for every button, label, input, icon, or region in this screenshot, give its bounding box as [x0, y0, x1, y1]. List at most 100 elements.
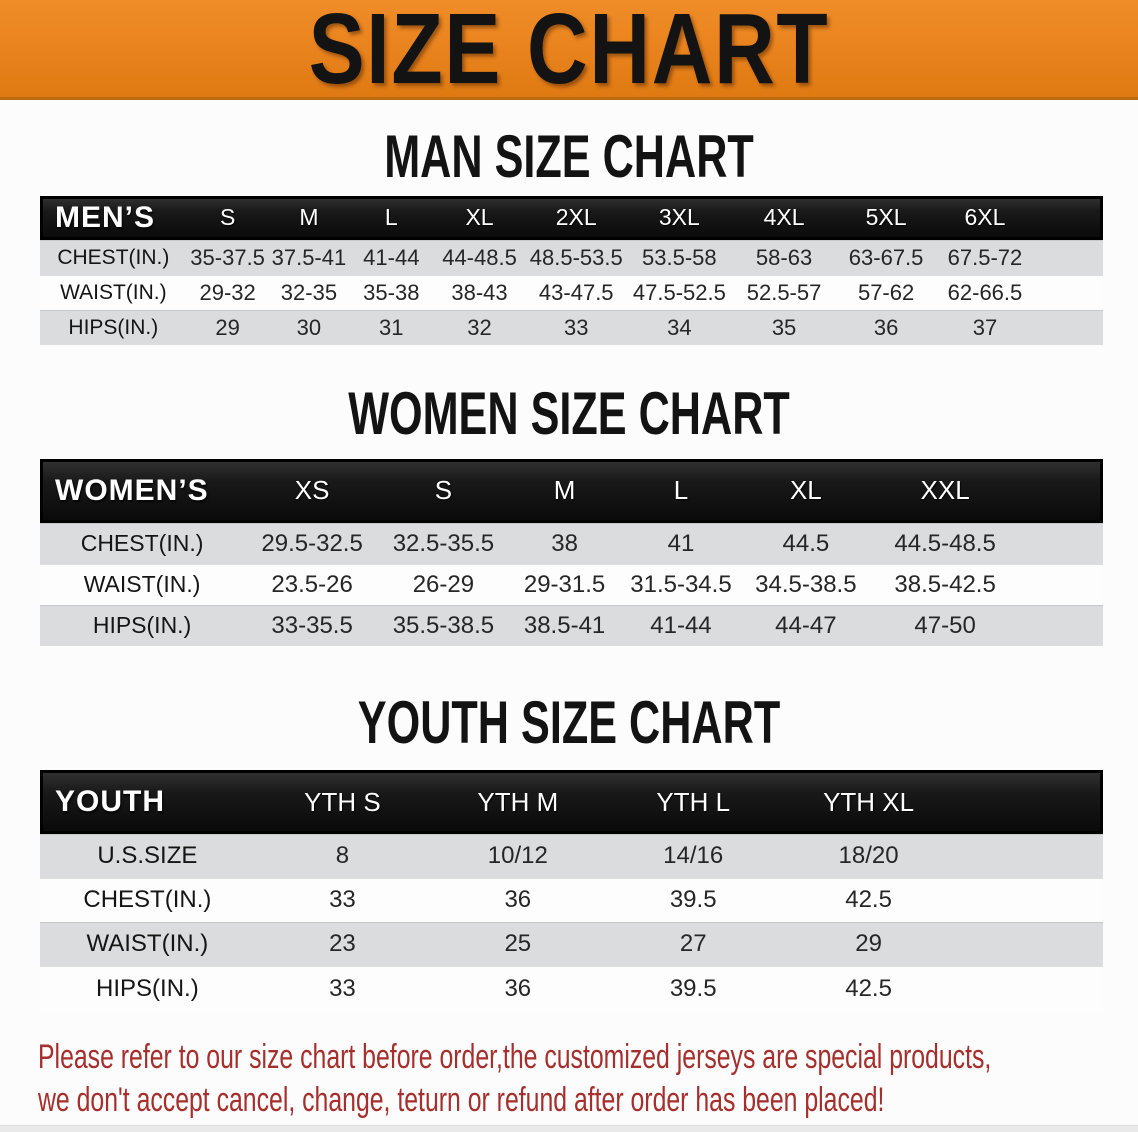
measure-value-cell: 30	[268, 309, 350, 346]
measure-value-cell: 44-48.5	[433, 239, 526, 276]
size-column-header: 2XL	[555, 204, 597, 231]
measure-row-label: WAIST(IN.)	[40, 563, 245, 606]
disclaimer-line-1: Please refer to our size chart before or…	[38, 1038, 992, 1077]
measure-value-cell: 38.5-41	[506, 604, 623, 647]
row-spacer	[956, 877, 1103, 923]
measure-value-cell: 32	[433, 309, 526, 346]
row-spacer	[956, 833, 1103, 879]
size-column-header: 4XL	[763, 204, 805, 231]
measure-row-label: CHEST(IN.)	[40, 877, 255, 923]
row-spacer	[1033, 239, 1103, 276]
table-corner-label: WOMEN’S	[55, 473, 209, 507]
bottom-strip	[0, 1125, 1138, 1132]
size-column-header: YTH M	[477, 786, 559, 817]
header-spacer	[1018, 459, 1103, 523]
disclaimer: Please refer to our size chart before or…	[38, 1036, 1138, 1122]
measure-value-cell: 29-32	[186, 274, 269, 311]
size-column-header: S	[219, 204, 236, 231]
men-section-title: MAN SIZE CHART	[384, 123, 754, 191]
size-column-header: 6XL	[964, 204, 1006, 231]
measure-row-label: WAIST(IN.)	[40, 921, 255, 967]
measure-value-cell: 44.5-48.5	[872, 522, 1018, 565]
measure-value-cell: 33	[254, 965, 431, 1011]
measure-value-cell: 52.5-57	[731, 274, 837, 311]
youth-size-table: YOUTH YTH S YTH M YTH L YTH XL U.S.SIZE 8 10/1…	[40, 770, 1103, 1011]
measure-value-cell: 29	[780, 921, 957, 967]
size-column-header: XXL	[920, 475, 970, 506]
men-size-table: MEN’S S M L XL 2XL 3XL 4XL 5XL 6XL CHEST(IN.) 35-3…	[40, 196, 1103, 346]
header-spacer	[1034, 196, 1103, 240]
table-row: CHEST(IN.) 33 36 39.5 42.5	[40, 877, 1103, 923]
measure-value-cell: 33	[525, 309, 627, 346]
measure-value-cell: 35	[731, 309, 837, 346]
section-men: MAN SIZE CHART MEN’S S M L XL 2XL 3XL 4XL 5XL 6XL…	[0, 123, 1138, 346]
table-corner-label: YOUTH	[55, 785, 165, 819]
table-row: WAIST(IN.) 23 25 27 29	[40, 921, 1103, 967]
table-row: U.S.SIZE 8 10/12 14/16 18/20	[40, 833, 1103, 879]
measure-value-cell: 58-63	[731, 239, 837, 276]
header-spacer	[956, 770, 1103, 834]
table-row: WAIST(IN.) 29-32 32-35 35-38 38-43 43-47.5 47.…	[40, 274, 1103, 311]
row-spacer	[956, 965, 1103, 1011]
measure-value-cell: 67.5-72	[936, 239, 1034, 276]
measure-row-label: WAIST(IN.)	[40, 274, 187, 311]
measure-value-cell: 35-37.5	[186, 239, 269, 276]
size-column-header: XL	[789, 475, 822, 506]
size-column-header: L	[384, 204, 398, 231]
measure-value-cell: 37	[936, 309, 1034, 346]
women-size-table: WOMEN’S XS S M L XL XXL CHEST(IN.) 29.5-32.5 32.…	[40, 459, 1103, 647]
disclaimer-line-2: we don't accept cancel, change, teturn o…	[38, 1081, 885, 1120]
measure-value-cell: 26-29	[380, 563, 507, 606]
banner: SIZE CHART	[0, 0, 1138, 100]
measure-value-cell: 44-47	[739, 604, 873, 647]
measure-value-cell: 34.5-38.5	[739, 563, 873, 606]
table-row: CHEST(IN.) 35-37.5 37.5-41 41-44 44-48.5 48.5…	[40, 239, 1103, 276]
measure-value-cell: 29	[186, 309, 269, 346]
row-spacer	[1033, 274, 1103, 311]
measure-value-cell: 41	[622, 522, 740, 565]
size-column-header: 5XL	[865, 204, 907, 231]
row-spacer	[1017, 604, 1103, 647]
charts-area: MAN SIZE CHART MEN’S S M L XL 2XL 3XL 4XL 5XL 6XL…	[0, 123, 1138, 1011]
measure-value-cell: 27	[605, 921, 781, 967]
measure-row-label: HIPS(IN.)	[40, 965, 255, 1011]
size-column-header: XL	[465, 204, 494, 231]
table-row: HIPS(IN.) 33 36 39.5 42.5	[40, 965, 1103, 1011]
section-women: WOMEN SIZE CHART WOMEN’S XS S M L XL XXL CHEST…	[0, 380, 1138, 647]
measure-value-cell: 41-44	[349, 239, 434, 276]
size-column-header: M	[553, 475, 576, 506]
measure-value-cell: 25	[430, 921, 606, 967]
measure-value-cell: 39.5	[605, 877, 781, 923]
row-spacer	[1017, 563, 1103, 606]
section-youth: YOUTH SIZE CHART YOUTH YTH S YTH M YTH L YTH…	[0, 690, 1138, 1011]
measure-value-cell: 36	[836, 309, 937, 346]
measure-value-cell: 8	[254, 833, 431, 879]
measure-value-cell: 62-66.5	[936, 274, 1034, 311]
table-row: HIPS(IN.) 29 30 31 32 33 34 35 36 37	[40, 309, 1103, 346]
measure-value-cell: 48.5-53.5	[525, 239, 627, 276]
women-section-title: WOMEN SIZE CHART	[348, 380, 790, 448]
women-header-row: WOMEN’S XS S M L XL XXL	[40, 459, 1103, 524]
measure-value-cell: 18/20	[780, 833, 957, 879]
measure-value-cell: 63-67.5	[836, 239, 937, 276]
measure-value-cell: 23	[254, 921, 431, 967]
measure-value-cell: 37.5-41	[268, 239, 350, 276]
measure-value-cell: 44.5	[739, 522, 873, 565]
measure-value-cell: 14/16	[605, 833, 781, 879]
measure-value-cell: 10/12	[430, 833, 606, 879]
measure-value-cell: 42.5	[780, 965, 957, 1011]
size-column-header: XS	[294, 475, 330, 506]
row-spacer	[1033, 309, 1103, 346]
measure-value-cell: 36	[430, 877, 606, 923]
measure-row-label: CHEST(IN.)	[40, 522, 245, 565]
measure-value-cell: 32.5-35.5	[380, 522, 507, 565]
measure-value-cell: 39.5	[605, 965, 781, 1011]
size-column-header: S	[434, 475, 453, 506]
men-header-row: MEN’S S M L XL 2XL 3XL 4XL 5XL 6XL	[40, 196, 1103, 241]
measure-value-cell: 57-62	[836, 274, 937, 311]
size-column-header: M	[299, 204, 319, 231]
measure-value-cell: 43-47.5	[525, 274, 627, 311]
size-column-header: YTH S	[304, 786, 381, 817]
measure-value-cell: 29-31.5	[506, 563, 623, 606]
